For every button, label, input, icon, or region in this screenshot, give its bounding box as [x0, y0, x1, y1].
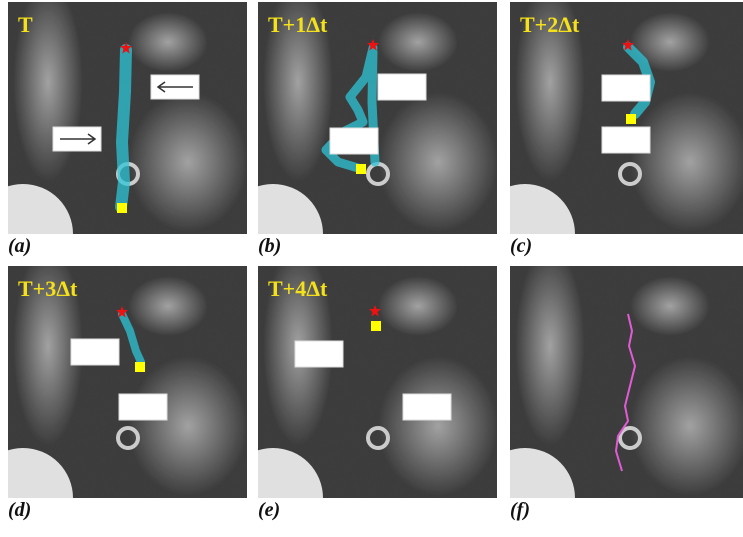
panel-b: T+1Δt (b) — [223, 0, 498, 284]
caption: (a) — [8, 235, 31, 257]
caption: (b) — [258, 235, 281, 257]
time-label: T+4Δt — [268, 276, 328, 301]
caption: (e) — [258, 499, 280, 521]
caption: (d) — [8, 499, 31, 521]
time-label: T — [18, 12, 33, 37]
panel-f: (f) — [475, 246, 743, 537]
panel-a: T (a) — [0, 0, 248, 284]
panel-e: T+4Δt (e) — [223, 246, 498, 537]
time-label: T+3Δt — [18, 276, 78, 301]
time-label: T+2Δt — [520, 12, 580, 37]
caption: (c) — [510, 235, 532, 257]
figure: T (a) T+1Δt (b) T+2Δt (c) T+3Δt (d) T+4Δ… — [0, 0, 743, 537]
panel-c: T+2Δt (c) — [475, 0, 743, 284]
time-label: T+1Δt — [268, 12, 328, 37]
caption: (f) — [510, 499, 530, 521]
panel-d: T+3Δt (d) — [0, 246, 248, 537]
